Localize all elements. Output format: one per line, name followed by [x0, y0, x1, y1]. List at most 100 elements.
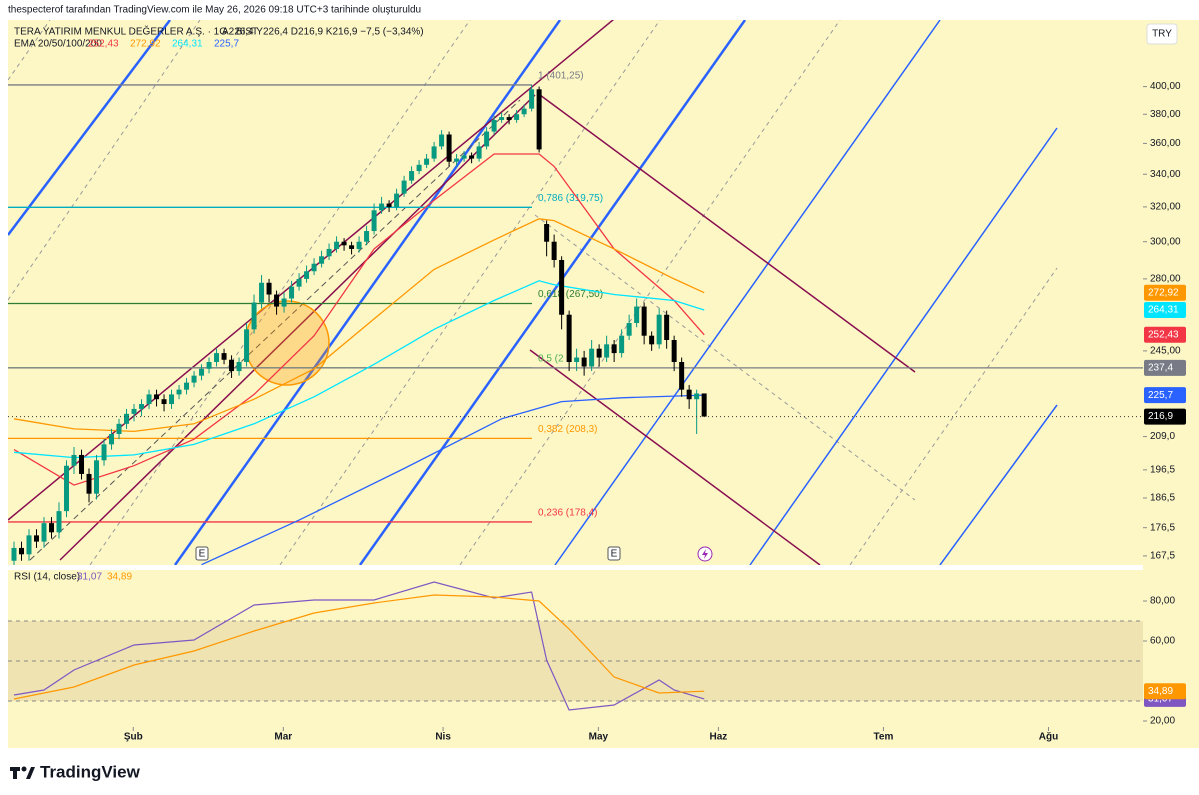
brand: TradingView [40, 762, 141, 781]
y-tick-label: 320,00 [1150, 202, 1181, 213]
candle-body [566, 314, 572, 363]
event-marker [195, 546, 209, 561]
rsi-tick-label: 20,00 [1150, 716, 1175, 727]
candle-body [221, 353, 227, 360]
candle-body [146, 394, 152, 405]
candle-body [139, 404, 145, 409]
event-marker [607, 546, 621, 561]
price-tag-label: 264,31 [1148, 305, 1179, 316]
candle-body [184, 382, 190, 390]
candle-body [619, 335, 625, 354]
price-tag-label: 34,89 [1148, 686, 1173, 697]
trend-line [279, 20, 661, 565]
candle-body [476, 146, 482, 159]
ema-line [13, 153, 705, 486]
candle-body [154, 394, 160, 400]
y-tick-label: 167,5 [1150, 551, 1175, 562]
trend-line [173, 20, 562, 565]
highlight-circle [244, 300, 330, 386]
candle-body [446, 134, 452, 162]
candle-body [634, 306, 640, 324]
candle-body [199, 368, 205, 376]
price-tag [1144, 326, 1186, 343]
fib-label: 1 (401,25) [538, 71, 584, 82]
ema-line [13, 280, 705, 459]
candle-body [506, 117, 512, 120]
candle-body [341, 241, 347, 246]
candle-body [371, 210, 377, 232]
candle-body [559, 259, 565, 315]
rsi-line [13, 581, 705, 711]
candle-body [431, 146, 437, 159]
candle-body [79, 454, 85, 474]
price-tag [1144, 284, 1186, 301]
y-tick-label: 360,00 [1150, 138, 1181, 149]
candle-body [326, 248, 332, 257]
candle-body [641, 306, 647, 336]
trend-line [939, 404, 1058, 565]
candle-body [574, 357, 580, 363]
candle-body [101, 444, 107, 461]
candle-body [514, 114, 520, 120]
credit: thespecterof tarafından TradingView.com … [8, 5, 421, 16]
y-tick-label: 280,00 [1150, 274, 1181, 285]
candle-body [229, 359, 235, 372]
ohlc: A226,4 Y226,4 D216,9 K216,9 −7,5 (−3,34%… [222, 27, 424, 38]
candle-body [484, 131, 490, 147]
candle-body [491, 119, 497, 132]
candle-body [251, 302, 257, 330]
candle-body [109, 434, 115, 445]
candle-body [551, 241, 557, 260]
price-tag [1144, 301, 1186, 318]
currency-box[interactable] [1146, 23, 1178, 45]
candle-body [649, 335, 655, 345]
candle-body [356, 241, 362, 249]
candle-body [521, 108, 527, 115]
y-tick-label: 196,5 [1150, 464, 1175, 475]
candle-body [266, 282, 272, 295]
candle-body [454, 158, 460, 162]
axis-layer: 167,5 176,5 186,5 196,5 209,0 245,00 280,00 300… [124, 81, 1186, 743]
candle-body [236, 362, 242, 372]
candle-body [701, 393, 707, 417]
candle-body [19, 547, 25, 555]
y-tick-label: 340,00 [1150, 169, 1181, 180]
fib-label: 0,5 (2 [538, 354, 564, 365]
y-tick-label: 300,00 [1150, 236, 1181, 247]
fib-label: 0,786 (319,75) [538, 193, 603, 204]
candle-body [469, 155, 475, 159]
x-tick-label: Haz [710, 732, 728, 743]
symbol: TERA YATIRIM MENKUL DEĞERLER A.Ş. · 1G ·… [14, 25, 258, 38]
price-tag [1144, 408, 1186, 425]
candle-body [611, 344, 617, 354]
x-tick-label: May [589, 732, 609, 743]
candle-body [131, 408, 137, 414]
price-tag-label: 225,7 [1148, 390, 1173, 401]
rsi-legend-value: 34,89 [107, 572, 132, 583]
logo-part [13, 767, 17, 779]
lightning-icon [702, 549, 708, 559]
x-tick-label: Mar [274, 732, 292, 743]
trend-line [459, 20, 841, 565]
ema-legend-value: 272,92 [130, 39, 161, 50]
x-tick-label: Nis [435, 732, 451, 743]
candle-body [626, 323, 632, 336]
candle-body [34, 535, 40, 542]
candle-body [11, 547, 17, 561]
currency[interactable]: TRY [1152, 29, 1172, 40]
trend-line [529, 349, 821, 565]
candle-body [94, 460, 100, 494]
candle-body [214, 353, 220, 363]
price-pane [8, 20, 1143, 565]
event-marker-label: E [611, 549, 618, 560]
candle-body [544, 224, 550, 242]
candle-body [424, 158, 430, 165]
candle-body [64, 465, 70, 512]
candle-body [379, 203, 385, 211]
price-tag-label: 272,92 [1148, 287, 1179, 298]
candle-body [56, 511, 62, 533]
trend-line [8, 20, 201, 301]
price-tag-label: 237,4 [1148, 363, 1173, 374]
candle-body [41, 523, 47, 542]
